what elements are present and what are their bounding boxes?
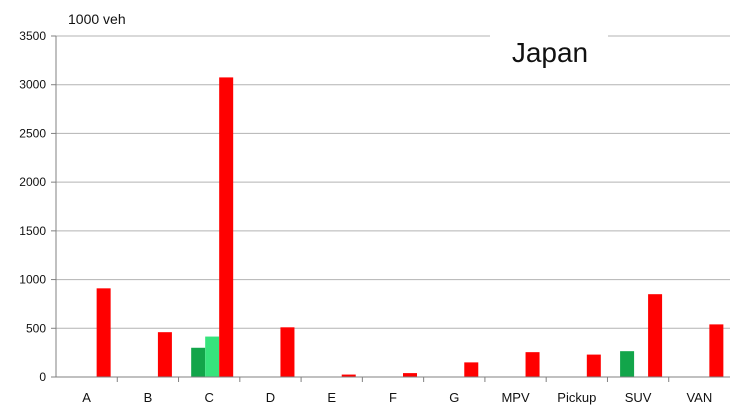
x-category-label: D — [266, 390, 275, 405]
y-tick-label: 1500 — [19, 224, 46, 238]
x-category-labels: A B C D E F G MPV Pickup SUV VAN — [82, 390, 712, 405]
x-category-label: Pickup — [557, 390, 596, 405]
bars — [96, 77, 724, 378]
bar-pickup-series-3 — [586, 354, 601, 377]
bar-c-series-1 — [191, 347, 206, 377]
y-tick-labels: 0 500 1000 1500 2000 2500 3000 3500 — [19, 29, 46, 384]
bar-suv-series-3 — [648, 294, 663, 377]
y-tick-label: 500 — [26, 321, 46, 335]
x-category-label: A — [82, 390, 91, 405]
bar-d-series-3 — [280, 327, 295, 377]
bar-mpv-series-3 — [525, 352, 540, 377]
x-category-label: B — [144, 390, 153, 405]
bar-e-series-3 — [341, 374, 356, 377]
bar-c-series-2 — [205, 336, 220, 377]
x-category-label: C — [204, 390, 213, 405]
bar-van-series-3 — [709, 324, 724, 377]
y-tick-label: 2000 — [19, 175, 46, 189]
bar-suv-series-1 — [620, 351, 635, 377]
x-category-label: VAN — [686, 390, 712, 405]
x-category-label: E — [327, 390, 336, 405]
axes — [51, 35, 730, 382]
gridlines — [56, 35, 730, 329]
x-category-label: MPV — [501, 390, 530, 405]
y-tick-label: 3500 — [19, 29, 46, 43]
bar-f-series-3 — [403, 373, 417, 377]
y-axis-label: 1000 veh — [68, 11, 126, 27]
bar-a-series-3 — [96, 288, 111, 377]
y-tick-label: 2500 — [19, 126, 46, 140]
y-tick-label: 0 — [39, 370, 46, 384]
x-category-label: F — [389, 390, 397, 405]
y-tick-label: 1000 — [19, 273, 46, 287]
bar-b-series-3 — [157, 332, 172, 377]
x-category-label: SUV — [625, 390, 652, 405]
chart-title: Japan — [512, 37, 588, 68]
y-tick-label: 3000 — [19, 78, 46, 92]
bar-g-series-3 — [464, 362, 479, 377]
bar-c-series-3 — [219, 77, 234, 378]
x-category-label: G — [449, 390, 459, 405]
title-background — [490, 24, 608, 78]
